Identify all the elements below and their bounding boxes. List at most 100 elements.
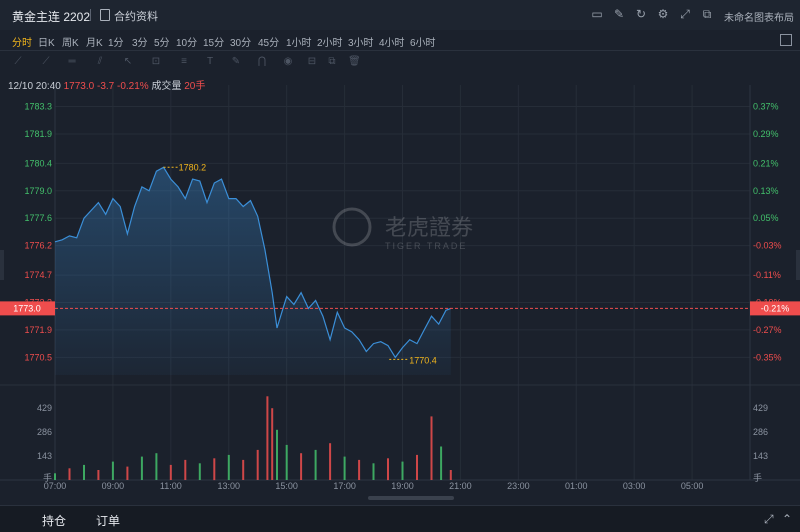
magnet-icon[interactable]: ⋂ <box>257 56 267 67</box>
volume-bar <box>401 461 404 480</box>
draw-icon[interactable]: ✎ <box>613 7 625 21</box>
right-panel-handle[interactable] <box>796 250 800 280</box>
fib-tool-icon[interactable]: ≡ <box>181 56 187 67</box>
tab-orders[interactable]: 订单 <box>96 514 121 528</box>
bottom-tab-bar: 持仓 订单 ⤢ ⌃ <box>0 505 800 532</box>
expand-panel-icon[interactable]: ⤢ <box>764 512 774 526</box>
period-tab[interactable]: 2小时 <box>317 38 343 49</box>
period-tab[interactable]: 分时 <box>12 38 32 49</box>
period-tab[interactable]: 1分 <box>108 38 124 49</box>
collapse-panel-icon[interactable]: ⌃ <box>782 512 793 526</box>
high-price-label: 1780.2 <box>179 162 207 172</box>
popout-icon[interactable]: ⧉ <box>702 7 712 21</box>
volume-bar <box>430 416 433 480</box>
layout-name[interactable]: 未命名图表布局 <box>724 13 794 24</box>
document-icon <box>100 9 110 21</box>
period-tab[interactable]: 3小时 <box>348 38 374 49</box>
time-tick-label: 05:00 <box>681 481 704 491</box>
volume-bar <box>372 463 375 480</box>
volume-bar <box>97 470 100 480</box>
period-tab[interactable]: 4小时 <box>379 38 405 49</box>
refresh-icon[interactable]: ↻ <box>635 7 647 21</box>
period-tab[interactable]: 30分 <box>230 38 252 49</box>
period-tab[interactable]: 15分 <box>203 38 225 49</box>
period-tab[interactable]: 3分 <box>132 38 148 49</box>
volume-bar <box>184 459 187 480</box>
price-tick-label: 1779.0 <box>24 186 52 196</box>
ray-tool-icon[interactable]: ⟋ <box>42 56 50 67</box>
volume-tick-label: 286 <box>37 427 52 437</box>
time-tick-label: 01:00 <box>565 481 588 491</box>
current-price-label: 1773.0 <box>13 303 41 313</box>
time-tick-label: 03:00 <box>623 481 646 491</box>
contract-info-button[interactable]: 合约资料 <box>100 8 158 24</box>
percent-tick-label: -0.27% <box>753 325 782 335</box>
expand-chart-icon[interactable] <box>780 34 792 46</box>
instrument-title[interactable]: 黄金主连 2202 <box>12 10 91 24</box>
time-tick-label: 13:00 <box>217 481 240 491</box>
volume-bar <box>449 470 452 480</box>
volume-bar <box>256 449 259 480</box>
price-tick-label: 1771.9 <box>24 325 52 335</box>
volume-bar <box>440 446 443 480</box>
current-pct-label: -0.21% <box>761 303 790 313</box>
visibility-icon[interactable]: ◉ <box>283 56 293 67</box>
period-tab[interactable]: 周K <box>62 38 79 49</box>
pen-tool-icon[interactable]: ✎ <box>231 56 241 67</box>
percent-tick-label: -0.11% <box>753 270 781 280</box>
percent-tick-label: 0.37% <box>753 102 779 112</box>
volume-bar <box>343 456 346 480</box>
volume-bar <box>358 459 361 480</box>
quote-change-pct: -0.21% <box>117 81 149 92</box>
volume-bar <box>169 464 172 480</box>
settings-icon[interactable]: ⚙ <box>657 7 669 21</box>
arrow-tool-icon[interactable]: ↖ <box>123 56 133 67</box>
period-tab[interactable]: 1小时 <box>286 38 312 49</box>
period-tab[interactable]: 日K <box>38 38 55 49</box>
volume-tick-label-right: 429 <box>753 403 768 413</box>
measure-tool-icon[interactable]: ⊡ <box>151 56 161 67</box>
period-tab[interactable]: 10分 <box>176 38 198 49</box>
tab-positions[interactable]: 持仓 <box>42 514 67 528</box>
current-price-badge <box>0 301 55 316</box>
volume-bar <box>83 464 85 480</box>
hline-tool-icon[interactable]: ═ <box>68 56 76 67</box>
screenshot-icon[interactable]: ▭ <box>591 7 603 21</box>
time-tick-label: 23:00 <box>507 481 530 491</box>
price-line[interactable] <box>54 166 452 359</box>
toolbar-icons: ▭ ✎ ↻ ⚙ ⤢ ⧉ <box>590 7 714 21</box>
period-tab[interactable]: 5分 <box>154 38 170 49</box>
period-tab[interactable]: 6小时 <box>410 38 436 49</box>
lock-icon[interactable]: ⊟ <box>307 56 317 67</box>
watermark-en: TIGER TRADE <box>385 241 467 251</box>
time-tick-label: 21:00 <box>449 481 472 491</box>
volume-bar <box>416 454 418 480</box>
percent-tick-label: 0.21% <box>753 158 779 168</box>
volume-tick-label-right: 143 <box>753 451 768 461</box>
volume-bar <box>242 459 245 480</box>
left-panel-handle[interactable] <box>0 250 4 280</box>
percent-tick-label: 0.13% <box>753 186 779 196</box>
intraday-chart[interactable]: 老虎證券 TIGER TRADE 1783.3 1781.9 1780.4 1779.… <box>0 85 800 505</box>
trash-icon[interactable]: 🗑 <box>348 56 361 67</box>
time-tick-label: 15:00 <box>275 481 298 491</box>
copy-icon[interactable]: ⧉ <box>328 56 336 67</box>
quote-datetime: 12/10 20:40 <box>8 81 61 92</box>
period-tab[interactable]: 月K <box>86 38 103 49</box>
time-scrollbar[interactable] <box>368 496 454 500</box>
percent-tick-label: -0.03% <box>753 241 782 251</box>
price-tick-label: 1777.6 <box>24 213 52 223</box>
watermark-cn: 老虎證券 <box>385 216 473 241</box>
time-tick-label: 19:00 <box>391 481 414 491</box>
period-tab[interactable]: 45分 <box>258 38 280 49</box>
volume-bar <box>198 463 201 480</box>
channel-tool-icon[interactable]: ⫽ <box>97 56 103 67</box>
volume-bar <box>126 466 129 480</box>
volume-bar <box>140 456 143 480</box>
volume-tick-label: 429 <box>37 403 52 413</box>
volume-tick-label: 143 <box>37 451 52 461</box>
line-tool-icon[interactable]: ⟋ <box>14 56 22 67</box>
fullscreen-icon[interactable]: ⤢ <box>680 7 690 21</box>
text-tool-icon[interactable]: T <box>206 56 214 67</box>
price-tick-label: 1781.9 <box>24 129 52 139</box>
